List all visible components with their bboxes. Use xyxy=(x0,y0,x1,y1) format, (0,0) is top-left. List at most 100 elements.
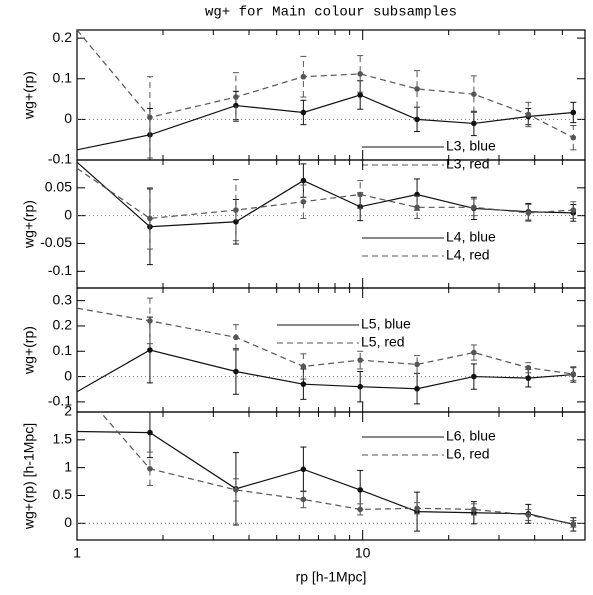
data-point xyxy=(147,114,153,121)
data-point xyxy=(147,318,153,324)
data-point xyxy=(357,383,363,390)
y-tick-label: 0.2 xyxy=(53,29,73,45)
data-point xyxy=(300,109,307,116)
data-point xyxy=(570,134,577,141)
x-axis-label: rp [h-1Mpc] xyxy=(296,569,367,585)
series-line xyxy=(77,167,574,220)
data-point xyxy=(414,505,420,512)
data-point xyxy=(357,71,363,77)
data-point xyxy=(233,334,239,341)
data-point xyxy=(147,347,153,353)
y-tick-label: 0.1 xyxy=(53,342,73,358)
legend-label: L6, red xyxy=(446,446,490,462)
data-point xyxy=(300,466,307,473)
series xyxy=(99,412,577,528)
panel-frame xyxy=(76,29,586,161)
panel: -0.1 -0.05 0 0.05 wg+(rp) L4, blue L4, red xyxy=(21,159,586,289)
data-point xyxy=(147,215,153,222)
data-point xyxy=(357,506,363,513)
y-tick-label: 0 xyxy=(64,367,72,383)
panel-frame xyxy=(76,287,586,413)
data-point xyxy=(570,207,577,213)
legend-label: L3, blue xyxy=(446,138,496,154)
data-point xyxy=(147,465,153,472)
data-point xyxy=(233,94,239,100)
data-point xyxy=(233,368,239,375)
y-tick-label: 0.05 xyxy=(45,179,72,195)
data-point xyxy=(525,364,532,371)
data-point xyxy=(414,361,420,368)
y-axis-label: wg+(rp) xyxy=(21,200,37,249)
panel: 0 0.5 1 1.5 2 1 10 wg+(rp) [h-1Mpc] rp [h-1Mpc] L… xyxy=(21,403,586,585)
series xyxy=(77,30,577,159)
legend-label: L3, red xyxy=(446,156,490,172)
legend-label: L5, red xyxy=(361,334,405,350)
data-point xyxy=(471,120,477,127)
data-point xyxy=(471,349,477,356)
data-point xyxy=(357,487,363,493)
data-point xyxy=(471,506,477,513)
series xyxy=(77,80,577,160)
data-point xyxy=(357,357,363,363)
data-point xyxy=(525,512,532,518)
data-point xyxy=(300,381,307,387)
x-tick-label: 10 xyxy=(355,545,371,561)
y-tick-label: 1 xyxy=(64,458,72,474)
series-line xyxy=(77,430,574,526)
data-point xyxy=(414,385,420,392)
data-point xyxy=(233,218,239,225)
data-point xyxy=(570,521,577,527)
y-axis-label: wg+(rp) [h-1Mpc] xyxy=(21,423,37,530)
data-point xyxy=(471,204,477,211)
y-tick-label: -0.05 xyxy=(40,234,72,250)
y-tick-label: 0.3 xyxy=(53,291,73,307)
data-point xyxy=(233,207,239,213)
panel: -0.1 0 0.1 0.2 wg+(rp) L3, blue L3, red xyxy=(21,29,586,172)
series-line xyxy=(77,349,574,393)
y-axis-label: wg+(rp) xyxy=(21,71,37,120)
data-point xyxy=(357,191,363,198)
data-point xyxy=(300,177,307,184)
y-tick-label: -0.1 xyxy=(48,262,72,278)
series xyxy=(77,167,577,250)
y-axis-label: wg+(rp) xyxy=(21,326,37,375)
legend-label: L6, blue xyxy=(446,428,496,444)
data-point xyxy=(471,373,477,380)
data-point xyxy=(300,73,307,80)
y-tick-label: 0.5 xyxy=(53,486,73,502)
data-point xyxy=(300,198,307,205)
data-point xyxy=(300,496,307,503)
data-point xyxy=(414,116,420,123)
legend-label: L5, blue xyxy=(361,316,411,332)
series xyxy=(77,297,577,381)
panel: -0.1 0 0.1 0.2 0.3 wg+(rp) L5, blue L5, red xyxy=(21,287,586,413)
legend-label: L4, red xyxy=(446,247,490,263)
legend-label: L4, blue xyxy=(446,229,496,245)
panel-frame xyxy=(76,411,586,541)
y-tick-label: -0.1 xyxy=(48,393,72,409)
data-point xyxy=(233,487,239,493)
data-point xyxy=(414,86,420,92)
series-line xyxy=(77,30,574,139)
series-line xyxy=(77,307,574,375)
y-tick-label: 0 xyxy=(64,514,72,530)
y-tick-label: -0.1 xyxy=(48,151,72,167)
y-tick-label: 0.1 xyxy=(53,69,73,85)
y-tick-label: 0.2 xyxy=(53,317,73,333)
data-point xyxy=(300,363,307,370)
y-tick-label: 0 xyxy=(64,110,72,126)
data-point xyxy=(147,429,153,436)
data-point xyxy=(525,375,532,381)
data-point xyxy=(414,204,420,211)
figure-title: wg+ for Main colour subsamples xyxy=(205,5,457,21)
data-point xyxy=(570,371,577,377)
y-tick-label: 0 xyxy=(64,206,72,222)
y-tick-label: 1.5 xyxy=(53,431,73,447)
data-point xyxy=(357,92,363,98)
y-tick-label: 2 xyxy=(64,403,72,419)
data-point xyxy=(570,109,577,116)
data-point xyxy=(525,210,532,216)
data-point xyxy=(525,111,532,118)
panel-frame xyxy=(76,159,586,289)
